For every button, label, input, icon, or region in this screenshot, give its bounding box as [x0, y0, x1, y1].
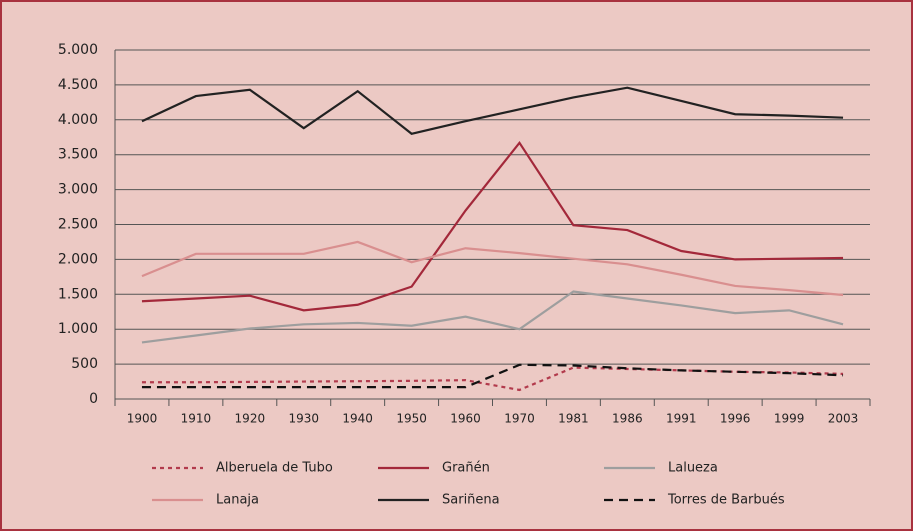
x-tick-label: 1960	[450, 412, 481, 426]
x-tick-label: 1999	[774, 412, 805, 426]
legend-label: Sariñena	[442, 493, 500, 508]
y-tick-label: 3.500	[58, 147, 98, 163]
legend-label: Grañén	[442, 461, 490, 476]
y-tick-label: 4.500	[58, 77, 98, 93]
y-tick-label: 1.500	[58, 286, 98, 302]
x-tick-label: 1981	[558, 412, 589, 426]
y-tick-label: 3.000	[58, 182, 98, 198]
y-tick-label: 500	[71, 356, 98, 372]
series-line	[141, 86, 844, 135]
series-line	[141, 240, 844, 297]
y-tick-label: 5.000	[58, 42, 98, 58]
series-line	[141, 363, 844, 389]
y-tick-label: 4.000	[58, 112, 98, 128]
x-tick-label: 1996	[720, 412, 751, 426]
x-tick-label: 1970	[504, 412, 535, 426]
x-tick-label: 2003	[828, 412, 859, 426]
y-tick-label: 2.500	[58, 217, 98, 233]
x-tick-label: 1930	[288, 412, 319, 426]
legend-label: Torres de Barbués	[667, 493, 785, 508]
y-tick-label: 2.000	[58, 251, 98, 267]
y-tick-label: 1.000	[58, 321, 98, 337]
x-tick-label: 1910	[181, 412, 212, 426]
x-tick-label: 1950	[396, 412, 427, 426]
legend-label: Lanaja	[216, 493, 259, 508]
legend-label: Lalueza	[668, 461, 718, 476]
legend-label: Alberuela de Tubo	[216, 461, 333, 476]
x-tick-label: 1940	[342, 412, 373, 426]
x-tick-label: 1900	[127, 412, 158, 426]
y-tick-label: 0	[89, 391, 98, 407]
series-line	[141, 290, 844, 344]
x-tick-label: 1991	[666, 412, 697, 426]
x-tick-label: 1920	[235, 412, 266, 426]
series-line	[141, 140, 844, 312]
x-tick-label: 1986	[612, 412, 643, 426]
